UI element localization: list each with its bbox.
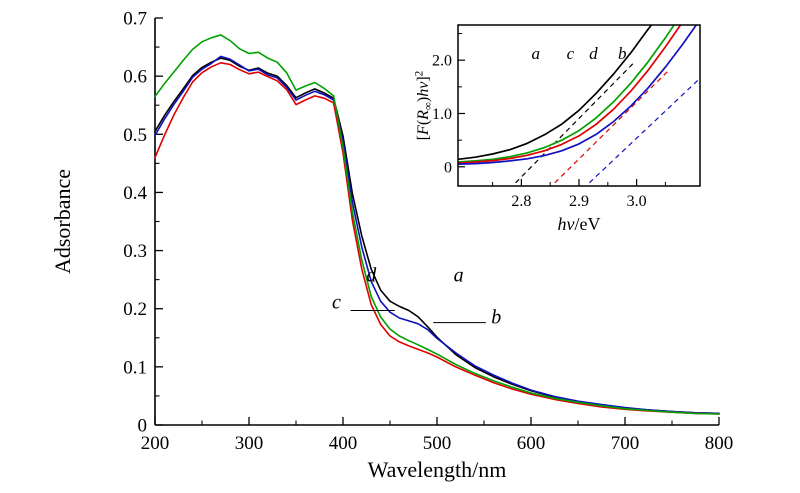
inset-x-tick-label: 2.8 [511,193,531,210]
y-tick-label: 0.4 [123,183,147,204]
x-tick-label: 600 [517,433,546,454]
curve-label-a: a [454,264,464,286]
main-x-axis-label: Wavelength/nm [368,457,507,482]
inset-y-tick-label: 1.0 [432,106,452,123]
inset-content [458,25,700,184]
inset-plot: 2.8 2.9 3.0 0 1.0 2.0 hν/eV [F(R∞)hν]2 a c d b [414,24,701,234]
curve-label-b: b [491,306,501,328]
curve-b [458,25,698,165]
x-tick-label: 400 [329,433,358,454]
y-tick-label: 0.5 [123,125,147,146]
inset-y-tick-label: 2.0 [432,53,452,70]
inset-x-tick-label: 2.9 [569,193,589,210]
y-tick-label: 0.3 [123,241,147,262]
curve-d [458,25,682,164]
x-tick-label: 800 [705,433,734,454]
curve-label-c: c [332,292,341,314]
bandgap-extrapolation-line [588,77,700,184]
inset-curve-label-c: c [567,44,575,63]
inset-x-axis-label: hν/eV [558,214,601,234]
y-tick-label: 0.2 [123,299,147,320]
main-plot: 200 300 400 500 600 700 800 0 0.1 0.2 0.3 0.4 0.5 0.6… [50,9,733,483]
y-tick-label: 0.7 [123,9,147,30]
inset-y-tick-label: 0 [444,159,452,176]
curve-label-d: d [366,264,377,286]
inset-x-tick-label: 3.0 [627,193,647,210]
curve-c [154,61,720,415]
curve-d [154,34,720,415]
inset-curve-label-b: b [618,44,627,63]
inset-curve-label-d: d [589,44,598,63]
inset-y-axis-label: [F(R∞)hν]2 [414,71,435,141]
bandgap-extrapolation-line [515,62,635,184]
y-tick-label: 0.1 [123,357,147,378]
y-tick-label: 0.6 [123,67,147,88]
inset-curve-label-a: a [532,44,541,63]
curve-b [154,55,720,415]
x-tick-label: 500 [423,433,452,454]
y-tick-label: 0 [138,416,148,437]
curve-a [458,25,653,161]
curve-c [458,25,676,163]
x-tick-label: 200 [141,433,170,454]
main-y-axis-label: Adsorbance [50,169,75,274]
x-tick-label: 700 [611,433,640,454]
x-tick-label: 300 [235,433,264,454]
